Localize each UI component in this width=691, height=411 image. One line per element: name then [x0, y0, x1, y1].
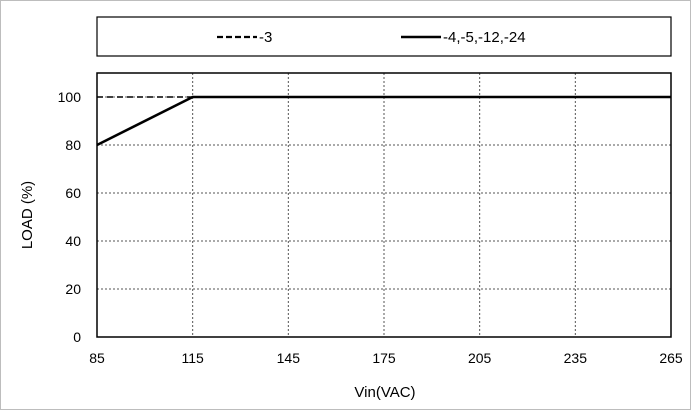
y-tick-label: 40 [65, 233, 81, 249]
x-tick-label: 235 [564, 350, 588, 366]
y-tick-label: 100 [58, 89, 82, 105]
x-tick-label: 175 [372, 350, 396, 366]
y-tick-label: 0 [73, 329, 81, 345]
x-tick-label: 265 [659, 350, 683, 366]
y-tick-label: 60 [65, 185, 81, 201]
plot-frame [96, 72, 672, 338]
x-tick-label: 205 [468, 350, 492, 366]
series-lines [96, 95, 671, 147]
x-tick-label: 85 [89, 350, 105, 366]
y-axis-title: LOAD (%) [19, 181, 36, 249]
tick-labels: 85 115 145 175 205 235 265 0 20 40 60 80 100 [58, 89, 683, 366]
legend-label-2: -4,-5,-12,-24 [443, 29, 526, 46]
x-axis-title: Vin(VAC) [354, 384, 415, 401]
legend-box [96, 16, 672, 57]
x-tick-label: 145 [277, 350, 301, 366]
gridlines [97, 73, 671, 337]
legend-label-1: -3 [259, 29, 272, 46]
legend: -3 -4,-5,-12,-24 [217, 29, 526, 46]
series-line-2 [96, 95, 671, 147]
y-tick-label: 20 [65, 281, 81, 297]
x-tick-label: 115 [182, 350, 205, 366]
y-tick-label: 80 [65, 137, 81, 153]
